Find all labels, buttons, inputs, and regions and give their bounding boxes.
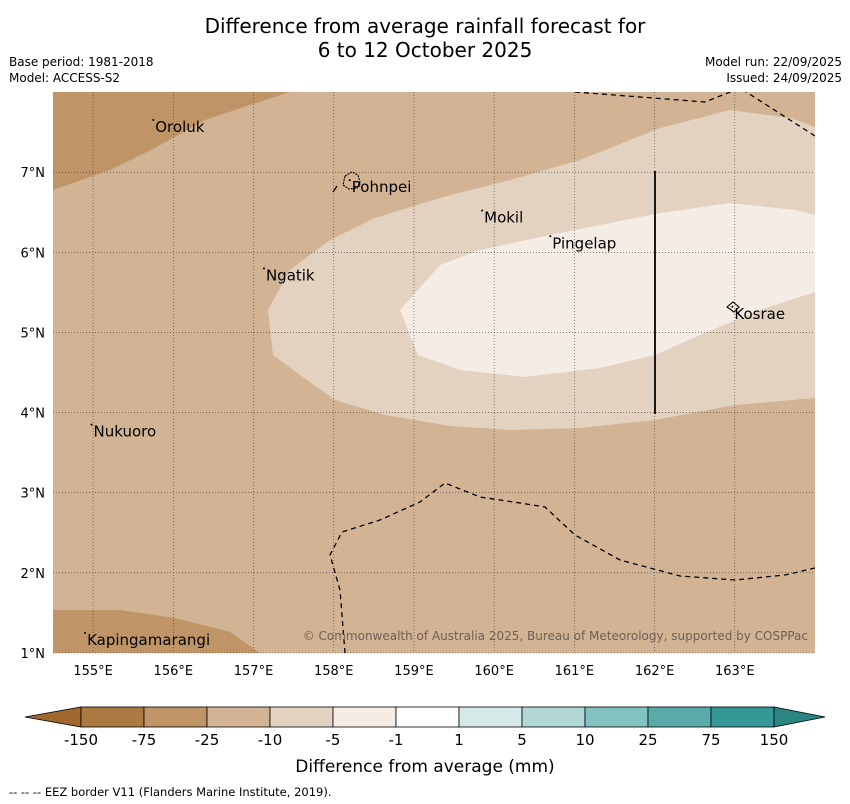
place-marker: [262, 267, 265, 270]
place-marker: [348, 179, 351, 182]
model-run: Model run: 22/09/2025: [704, 55, 842, 69]
lat-tick-label: 2°N: [21, 567, 46, 582]
place-labels: Oroluk Pohnpei Mokil Pingelap Ngatik Kosrae Nu…: [84, 118, 785, 649]
colorbar-segment: [584, 706, 649, 728]
lat-tick-label: 7°N: [21, 166, 46, 181]
eez-footnote: -- -- -- EEZ border V11 (Flanders Marine…: [9, 785, 332, 799]
place-marker: [90, 423, 93, 426]
place-marker: [549, 235, 552, 238]
zone-minus75-northwest: [53, 92, 290, 190]
lat-tick-label: 1°N: [21, 647, 46, 662]
title-line2: 6 to 12 October 2025: [317, 38, 533, 62]
colorbar-high-extend: [773, 706, 826, 728]
colorbar-segment: [269, 706, 334, 728]
map-fill-layers: [53, 92, 815, 653]
colorbar-segment: [710, 706, 775, 728]
lon-tick-label: 158°E: [314, 664, 354, 679]
place-marker: [481, 209, 484, 212]
colorbar-tick-label: -1: [389, 731, 404, 749]
zone-minus5: [400, 203, 815, 377]
lon-tick-label: 155°E: [73, 664, 113, 679]
colorbar-tick-label: -5: [326, 731, 341, 749]
eez-border-pohnpei-fragment: [332, 185, 338, 193]
lon-tick-label: 161°E: [555, 664, 595, 679]
place-label: Pohnpei: [352, 178, 412, 196]
place-label: Pingelap: [552, 234, 616, 252]
lon-tick-label: 159°E: [394, 664, 434, 679]
place-label: Mokil: [484, 209, 523, 227]
colorbar-tick-label: 25: [638, 731, 657, 749]
colorbar-segment: [521, 706, 586, 728]
lat-tick-label: 4°N: [21, 407, 46, 422]
colorbar-segment: [458, 706, 523, 728]
colorbar-segment: [647, 706, 712, 728]
lon-tick-label: 162°E: [635, 664, 675, 679]
colorbar-low-extend: [24, 706, 82, 728]
place-label: Ngatik: [266, 266, 315, 284]
colorbar-tick-label: -150: [64, 731, 98, 749]
colorbar-segment: [80, 706, 145, 728]
base-period: Base period: 1981-2018: [9, 55, 154, 69]
colorbar-segment: [332, 706, 397, 728]
colorbar-tick-label: 5: [517, 731, 527, 749]
copyright-text: © Commonwealth of Australia 2025, Bureau…: [303, 629, 808, 643]
title-line1: Difference from average rainfall forecas…: [204, 14, 646, 38]
place-marker: [731, 305, 734, 308]
colorbar-tick-label: 150: [760, 731, 789, 749]
eez-borders: [329, 92, 815, 653]
pohnpei-island-outline: [342, 171, 361, 190]
colorbar-tick-label: 75: [701, 731, 720, 749]
place-marker: [84, 631, 87, 634]
kosrae-island-outline: [726, 301, 740, 313]
place-label: Oroluk: [155, 118, 204, 136]
colorbar: -150 -75 -25 -10 -5 -1 1 5 10 25 75 150: [24, 706, 826, 749]
model-name: Model: ACCESS-S2: [9, 71, 121, 85]
colorbar-tick-label: 10: [575, 731, 594, 749]
colorbar-tick-label: -10: [258, 731, 283, 749]
zone-minus75-southwest: [53, 610, 260, 653]
lon-tick-label: 160°E: [474, 664, 514, 679]
latitude-ticks: 7°N 6°N 5°N 4°N 3°N 2°N 1°N: [21, 166, 46, 662]
place-label: Kapingamarangi: [87, 631, 210, 649]
issued-date: Issued: 24/09/2025: [726, 71, 842, 85]
colorbar-segment: [395, 706, 460, 728]
colorbar-tick-label: -25: [195, 731, 220, 749]
lon-tick-label: 163°E: [715, 664, 755, 679]
lat-tick-label: 3°N: [21, 487, 46, 502]
colorbar-segment: [206, 706, 271, 728]
lon-tick-label: 157°E: [234, 664, 274, 679]
colorbar-segment: [143, 706, 208, 728]
longitude-ticks: 155°E 156°E 157°E 158°E 159°E 160°E 161°E 162°E…: [73, 664, 754, 679]
place-marker: [152, 119, 155, 122]
eez-border-north: [574, 92, 815, 137]
place-label: Nukuoro: [94, 423, 157, 441]
colorbar-title: Difference from average (mm): [295, 757, 554, 777]
colorbar-tick-label: -75: [132, 731, 157, 749]
lat-tick-label: 5°N: [21, 326, 46, 341]
lat-tick-label: 6°N: [21, 246, 46, 261]
eez-border-south: [329, 482, 815, 653]
lon-tick-label: 156°E: [154, 664, 194, 679]
place-label: Kosrae: [734, 305, 785, 323]
colorbar-tick-label: 1: [454, 731, 464, 749]
